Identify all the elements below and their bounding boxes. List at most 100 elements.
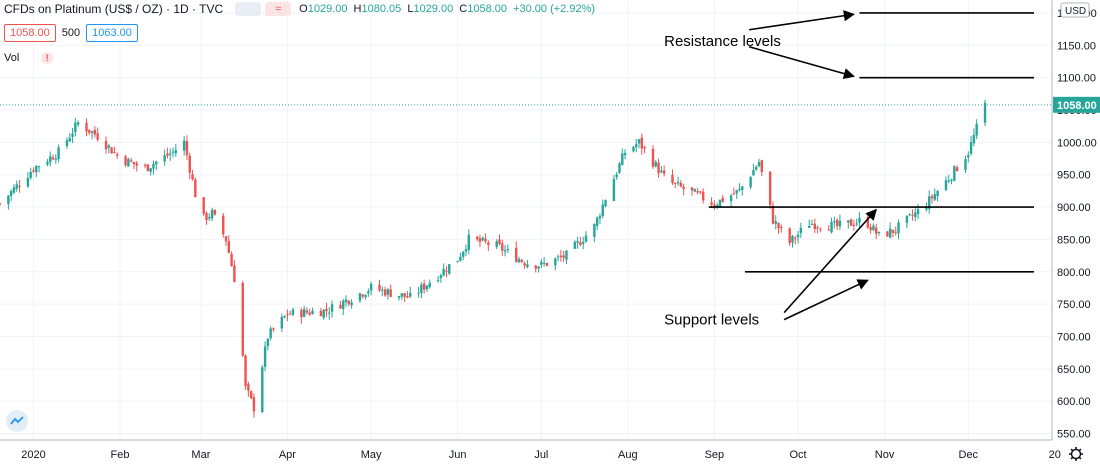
candle	[166, 147, 169, 159]
candle-body	[325, 308, 328, 312]
open-value: 1029.00	[307, 3, 348, 15]
candle-body	[481, 237, 484, 241]
candle	[400, 293, 404, 300]
x-tick-label: Sep	[705, 449, 725, 461]
candle	[810, 219, 814, 225]
candle-body	[71, 133, 74, 137]
candle-body	[838, 220, 842, 227]
candle-body	[515, 247, 518, 262]
candle	[757, 158, 761, 168]
candle	[420, 282, 423, 299]
candle-body	[7, 195, 10, 204]
candle-body	[397, 295, 401, 298]
candle-body	[676, 181, 680, 184]
candle	[595, 216, 599, 231]
candle	[0, 202, 2, 206]
candle-body	[386, 289, 390, 295]
candle-body	[104, 141, 108, 150]
candle	[185, 135, 189, 160]
candle	[57, 144, 60, 163]
candle	[565, 250, 568, 264]
compare-pill[interactable]: ≈	[265, 2, 292, 16]
gear-tooth	[1078, 456, 1082, 460]
candle	[760, 159, 763, 176]
candle-body	[367, 291, 370, 294]
candle-body	[816, 227, 819, 229]
candle	[621, 148, 624, 166]
candle-body	[690, 187, 694, 191]
candle	[484, 233, 487, 244]
trade-panel: 1058.00 500 1063.00	[4, 24, 138, 42]
candle	[244, 354, 247, 390]
candle	[875, 223, 878, 240]
volume-alert-icon[interactable]: !	[41, 52, 54, 64]
candle-body	[565, 250, 568, 260]
candle-body	[540, 261, 543, 265]
sell-button[interactable]: 1058.00	[4, 24, 56, 42]
candle-body	[582, 242, 585, 244]
candle	[358, 292, 362, 303]
candle-body	[247, 384, 250, 391]
candle	[972, 128, 976, 147]
candle-body	[573, 241, 577, 249]
candle	[526, 259, 529, 269]
gear-tooth	[1078, 448, 1082, 452]
settings-gear-icon[interactable]	[1069, 447, 1083, 461]
candle	[422, 279, 426, 294]
y-tick-label: 650.00	[1057, 364, 1091, 376]
candle	[562, 250, 565, 263]
time-axis[interactable]: 2020 Feb Mar Apr May Jun Jul Aug Sep Oct Nov Dec 20	[0, 439, 1100, 468]
current-price-tag-bg	[1053, 96, 1100, 113]
quantity-value[interactable]: 500	[61, 27, 81, 39]
candle-body	[813, 223, 817, 230]
candle-body	[113, 152, 116, 154]
candle-body	[74, 122, 77, 133]
candle-body	[210, 210, 214, 219]
candle	[679, 180, 683, 188]
symbol-title[interactable]: CFDs on Platinum (US$ / OZ) · 1D · TVC	[4, 2, 224, 16]
candle-body	[520, 260, 524, 262]
candle-body	[400, 293, 404, 297]
candle	[475, 235, 479, 242]
candle	[515, 241, 518, 263]
y-tick-label: 1150.00	[1057, 40, 1096, 52]
candle	[129, 157, 133, 163]
candle	[796, 230, 800, 244]
candle-body	[54, 158, 58, 160]
candle-body	[897, 222, 900, 234]
candle-body	[85, 122, 88, 132]
candle-body	[852, 224, 856, 226]
candle-body	[640, 137, 644, 149]
candle-body	[129, 160, 133, 162]
candle	[417, 286, 420, 298]
candle-body	[967, 155, 970, 158]
candle	[182, 135, 186, 156]
buy-button[interactable]: 1063.00	[86, 24, 138, 42]
candle-body	[364, 294, 367, 298]
annotation-arrow	[749, 10, 855, 31]
candle-body	[651, 148, 655, 167]
currency-badge-box	[1060, 2, 1090, 18]
candle	[911, 209, 914, 221]
candle	[7, 195, 10, 210]
candle	[964, 155, 967, 174]
candle	[389, 284, 392, 298]
candle	[738, 183, 741, 192]
settings-pill[interactable]	[235, 2, 262, 16]
price-axis[interactable]: 550.00 600.00 650.00 700.00 750.00 800.00 850.…	[1051, 0, 1100, 468]
tradingview-logo-icon[interactable]	[6, 410, 28, 432]
candle	[794, 236, 797, 245]
candle-body	[604, 200, 607, 207]
candle-body	[57, 147, 60, 160]
annotation-arrow	[783, 208, 877, 314]
candle	[559, 249, 563, 262]
candle-body	[955, 167, 959, 172]
candle-body	[202, 197, 205, 214]
candle	[701, 188, 705, 204]
candle	[835, 218, 839, 230]
candle	[905, 215, 909, 229]
candle-body	[436, 279, 440, 282]
candle-body	[132, 161, 136, 165]
candle-body	[146, 164, 150, 171]
